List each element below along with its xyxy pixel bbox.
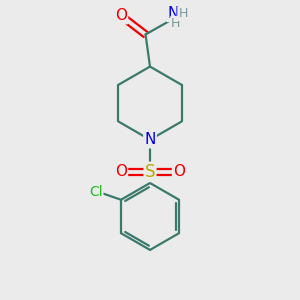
Text: N: N [144,132,156,147]
Text: O: O [115,8,127,23]
Text: N: N [167,6,179,21]
Text: S: S [145,163,155,181]
Text: Cl: Cl [89,185,102,199]
Text: O: O [173,164,185,179]
Text: H: H [171,17,181,30]
Text: O: O [115,164,127,179]
Text: H: H [178,7,188,20]
